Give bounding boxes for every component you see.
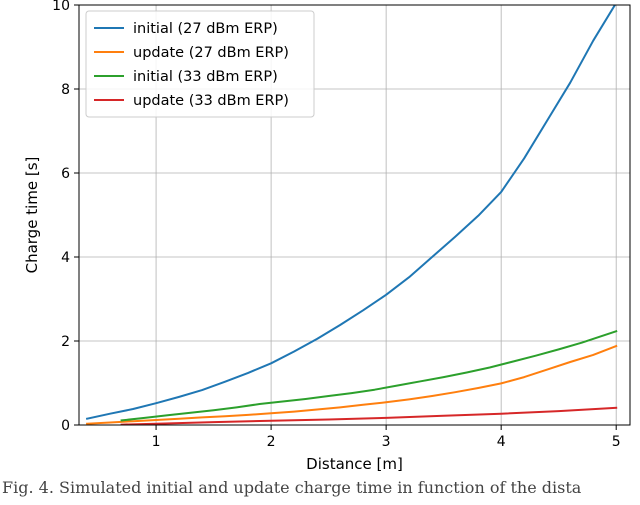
legend-label-3: update (33 dBm ERP)	[133, 93, 289, 109]
y-axis-label: Charge time [s]	[23, 157, 41, 274]
figure-caption: Fig. 4. Simulated initial and update cha…	[2, 478, 582, 497]
x-tick-label-3: 4	[497, 434, 506, 450]
x-tick-label-0: 1	[152, 434, 161, 450]
charge-time-chart: 1 2 3 4 5 0 2 4 6 8 10 Distance [m] Charge time [s…	[23, 0, 631, 473]
plot-frame	[78, 4, 631, 426]
y-tick-label-2: 4	[61, 250, 70, 266]
y-tick-label-1: 2	[61, 334, 70, 350]
legend-box	[85, 10, 315, 118]
axis-ticks: 1 2 3 4 5 0 2 4 6 8 10	[52, 0, 620, 450]
legend-label-0: initial (27 dBm ERP)	[133, 21, 278, 37]
legend: initial (27 dBm ERP) update (27 dBm ERP) i…	[85, 10, 315, 118]
x-tick-label-1: 2	[267, 434, 276, 450]
series-lines	[85, 5, 618, 425]
series-line-2	[120, 330, 618, 422]
y-tick-label-3: 6	[61, 166, 70, 182]
y-tick-label-0: 0	[61, 418, 70, 434]
legend-label-2: initial (33 dBm ERP)	[133, 69, 278, 85]
series-line-3	[120, 406, 618, 425]
x-tick-label-4: 5	[612, 434, 621, 450]
x-tick-label-2: 3	[382, 434, 391, 450]
y-tick-label-5: 10	[52, 0, 70, 14]
x-axis-label: Distance [m]	[306, 455, 403, 473]
series-line-1	[86, 344, 618, 425]
y-tick-label-4: 8	[61, 82, 70, 98]
legend-label-1: update (27 dBm ERP)	[133, 45, 289, 61]
series-line-0	[85, 5, 617, 420]
